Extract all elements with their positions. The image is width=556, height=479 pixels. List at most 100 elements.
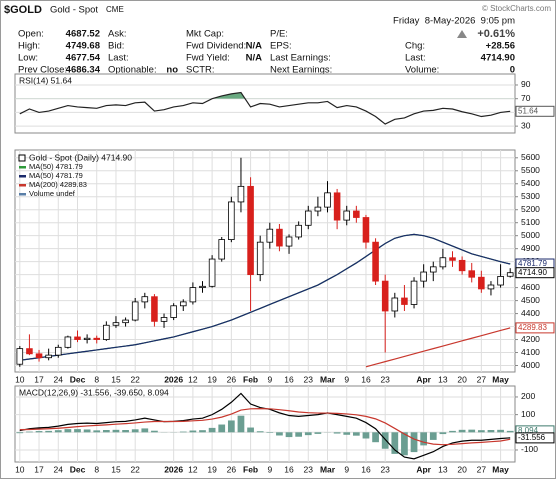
field-value: 4714.90 <box>481 53 515 64</box>
series-line <box>19 233 511 361</box>
change-arrow <box>457 30 467 38</box>
histogram-bar <box>93 430 101 433</box>
symbol: $GOLD <box>4 4 42 16</box>
legend-label: MA(50) 4781.79 <box>29 171 83 180</box>
candle-body <box>151 296 158 322</box>
x-tick-label: 20 <box>457 464 467 474</box>
x-tick-label: 22 <box>130 374 140 384</box>
field-label: Chg: <box>405 41 425 52</box>
candle-body <box>131 301 139 321</box>
x-tick-label: 27 <box>477 374 487 384</box>
histogram-bar <box>391 432 399 454</box>
x-tick-label: 10 <box>15 374 25 384</box>
x-tick-label: 19 <box>207 374 217 384</box>
legend-label: Gold - Spot (Daily) 4714.90 <box>29 152 132 162</box>
candle-body <box>208 258 216 287</box>
candle-body <box>83 337 91 340</box>
x-tick-label: 19 <box>207 464 217 474</box>
quote-date: Friday 8-May-2026 9:05 pm <box>393 16 515 27</box>
y-tick-label: 4900 <box>521 243 540 253</box>
histogram-bar <box>83 429 91 433</box>
x-tick-label: Feb <box>243 464 258 474</box>
legend-label: Volume undef <box>29 189 76 198</box>
histogram-bar <box>343 432 351 435</box>
legend-swatch <box>19 175 26 178</box>
field-value: 4687.52 <box>66 29 100 40</box>
x-tick-label: Feb <box>243 374 258 384</box>
candle-body <box>506 272 514 277</box>
field-label: Prev Close: <box>18 65 67 76</box>
candle-body <box>468 270 476 278</box>
instrument-name: Gold - Spot <box>50 5 98 16</box>
candle-body <box>381 280 389 312</box>
histogram-bar <box>439 432 447 435</box>
histogram-bar <box>189 430 197 433</box>
histogram-bar <box>333 432 341 434</box>
field-label: Last: <box>405 53 426 64</box>
histogram-bar <box>112 429 120 433</box>
candle-body <box>314 206 322 212</box>
x-tick-label: 12 <box>188 374 198 384</box>
y-tick-label: 70 <box>521 93 531 103</box>
x-tick-label: 23 <box>380 464 390 474</box>
candle-body <box>429 266 437 273</box>
x-tick-label: 12 <box>188 464 198 474</box>
y-tick-label: 5600 <box>521 152 540 162</box>
candle-body <box>478 276 485 290</box>
histogram-bar <box>35 431 43 433</box>
x-tick-label: Mar <box>320 374 336 384</box>
y-tick-label: 4400 <box>521 308 540 318</box>
histogram-bar <box>151 430 158 433</box>
series-line <box>365 327 511 368</box>
candle-body <box>487 284 495 290</box>
candle-body <box>324 192 331 208</box>
histogram-bar <box>477 430 485 433</box>
histogram-bar <box>16 432 24 434</box>
x-tick-label: 15 <box>111 374 121 384</box>
candle-body <box>449 257 456 261</box>
field-value: +28.56 <box>486 41 515 52</box>
field-value: +0.61% <box>477 28 515 40</box>
candle-body <box>439 257 447 268</box>
y-tick-label: 4000 <box>521 360 540 370</box>
y-tick-label: 4200 <box>521 334 540 344</box>
x-tick-label: 8 <box>94 464 99 474</box>
x-tick-label: 24 <box>54 464 64 474</box>
x-tick-label: 9 <box>267 464 272 474</box>
y-tick-label: 5100 <box>521 217 540 227</box>
candle-body <box>391 297 399 312</box>
y-tick-label: 90 <box>521 79 531 89</box>
y-tick-label: 4600 <box>521 282 540 292</box>
x-tick-label: 17 <box>34 464 44 474</box>
x-tick-label: Apr <box>416 464 431 474</box>
candle-body <box>103 324 110 340</box>
candle-body <box>343 210 351 221</box>
histogram-bar <box>362 432 370 439</box>
histogram-bar <box>285 432 293 438</box>
histogram-bar <box>54 430 62 433</box>
value-tag <box>515 322 555 334</box>
field-label: High: <box>18 41 40 52</box>
x-tick-label: 9 <box>344 464 349 474</box>
field-value: 4749.68 <box>66 41 100 52</box>
y-tick-label: -100 <box>521 444 538 454</box>
histogram-bar <box>256 431 264 433</box>
candle-body <box>285 236 293 247</box>
field-value: N/A <box>246 53 263 64</box>
field-label: Last Earnings: <box>270 53 331 64</box>
legend-swatch <box>19 184 26 187</box>
series-line <box>19 91 511 125</box>
candle-body <box>64 336 72 348</box>
y-tick-label: 5500 <box>521 165 540 175</box>
x-tick-label: 15 <box>111 464 121 474</box>
x-tick-label: 13 <box>438 374 448 384</box>
candle-body <box>35 353 43 359</box>
candle-body <box>266 228 274 243</box>
field-label: Next Earnings: <box>270 65 332 76</box>
candle-body <box>353 210 360 218</box>
x-tick-label: 16 <box>361 374 371 384</box>
value-tag-label: 8.094 <box>518 426 539 435</box>
histogram-bar <box>401 432 408 456</box>
histogram-bar <box>420 432 428 446</box>
histogram-bar <box>237 415 245 433</box>
